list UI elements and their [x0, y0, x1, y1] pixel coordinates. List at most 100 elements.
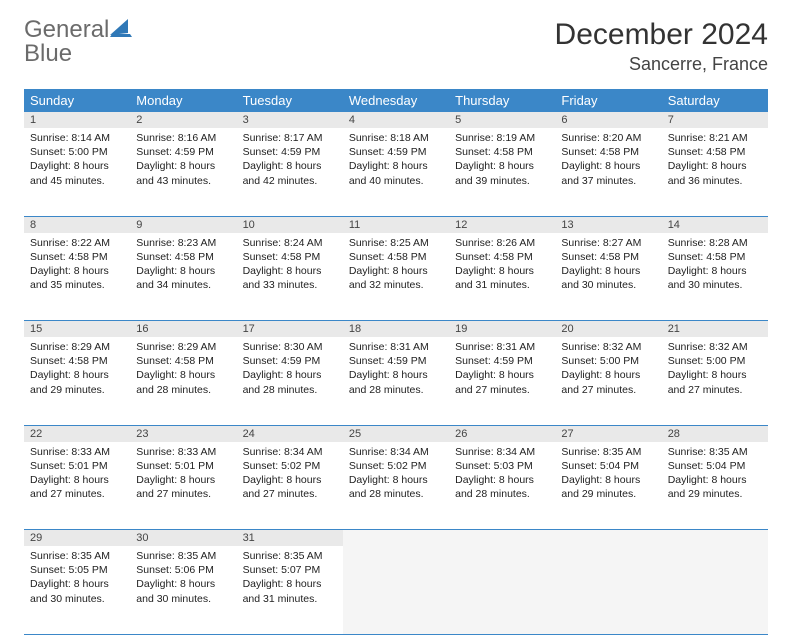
- day-content-row: Sunrise: 8:29 AMSunset: 4:58 PMDaylight:…: [24, 337, 768, 425]
- daylight-line: Daylight: 8 hours and 40 minutes.: [349, 159, 443, 187]
- sunset-line: Sunset: 4:58 PM: [243, 250, 337, 264]
- daylight-line: Daylight: 8 hours and 31 minutes.: [455, 264, 549, 292]
- sunset-line: Sunset: 4:58 PM: [561, 250, 655, 264]
- daylight-line: Daylight: 8 hours and 42 minutes.: [243, 159, 337, 187]
- day-number: 6: [555, 112, 661, 128]
- day-number: 14: [662, 216, 768, 233]
- sunset-line: Sunset: 4:58 PM: [30, 354, 124, 368]
- sunset-line: Sunset: 4:58 PM: [30, 250, 124, 264]
- day-cell: [343, 546, 449, 634]
- sunset-line: Sunset: 4:59 PM: [349, 145, 443, 159]
- sunset-line: Sunset: 4:58 PM: [668, 250, 762, 264]
- day-number: 23: [130, 425, 236, 442]
- day-content-row: Sunrise: 8:22 AMSunset: 4:58 PMDaylight:…: [24, 233, 768, 321]
- sunrise-line: Sunrise: 8:19 AM: [455, 131, 549, 145]
- weekday-header: Friday: [555, 89, 661, 112]
- day-number: 11: [343, 216, 449, 233]
- sunset-line: Sunset: 4:58 PM: [455, 145, 549, 159]
- daylight-line: Daylight: 8 hours and 29 minutes.: [30, 368, 124, 396]
- sunrise-line: Sunrise: 8:24 AM: [243, 236, 337, 250]
- day-cell: Sunrise: 8:27 AMSunset: 4:58 PMDaylight:…: [555, 233, 661, 321]
- day-number: 7: [662, 112, 768, 128]
- weekday-header: Wednesday: [343, 89, 449, 112]
- sunset-line: Sunset: 4:59 PM: [455, 354, 549, 368]
- day-cell: Sunrise: 8:35 AMSunset: 5:07 PMDaylight:…: [237, 546, 343, 634]
- sunrise-line: Sunrise: 8:23 AM: [136, 236, 230, 250]
- day-number-row: 15161718192021: [24, 321, 768, 338]
- day-number: 31: [237, 530, 343, 547]
- day-cell: Sunrise: 8:25 AMSunset: 4:58 PMDaylight:…: [343, 233, 449, 321]
- sunset-line: Sunset: 5:04 PM: [668, 459, 762, 473]
- sunrise-line: Sunrise: 8:35 AM: [668, 445, 762, 459]
- day-number: 21: [662, 321, 768, 338]
- daylight-line: Daylight: 8 hours and 32 minutes.: [349, 264, 443, 292]
- daylight-line: Daylight: 8 hours and 34 minutes.: [136, 264, 230, 292]
- daylight-line: Daylight: 8 hours and 36 minutes.: [668, 159, 762, 187]
- day-number: 28: [662, 425, 768, 442]
- day-number: 20: [555, 321, 661, 338]
- day-cell: Sunrise: 8:26 AMSunset: 4:58 PMDaylight:…: [449, 233, 555, 321]
- sunrise-line: Sunrise: 8:34 AM: [243, 445, 337, 459]
- day-number: 5: [449, 112, 555, 128]
- day-number: 30: [130, 530, 236, 547]
- day-number: [662, 530, 768, 547]
- sunrise-line: Sunrise: 8:30 AM: [243, 340, 337, 354]
- daylight-line: Daylight: 8 hours and 27 minutes.: [243, 473, 337, 501]
- weekday-header-row: SundayMondayTuesdayWednesdayThursdayFrid…: [24, 89, 768, 112]
- title-block: December 2024 Sancerre, France: [555, 18, 768, 75]
- sunrise-line: Sunrise: 8:27 AM: [561, 236, 655, 250]
- day-cell: Sunrise: 8:22 AMSunset: 4:58 PMDaylight:…: [24, 233, 130, 321]
- daylight-line: Daylight: 8 hours and 29 minutes.: [668, 473, 762, 501]
- day-number-row: 293031: [24, 530, 768, 547]
- day-number: 13: [555, 216, 661, 233]
- day-number: 8: [24, 216, 130, 233]
- day-number: 25: [343, 425, 449, 442]
- sunset-line: Sunset: 5:03 PM: [455, 459, 549, 473]
- sunrise-line: Sunrise: 8:31 AM: [349, 340, 443, 354]
- daylight-line: Daylight: 8 hours and 37 minutes.: [561, 159, 655, 187]
- sunrise-line: Sunrise: 8:32 AM: [668, 340, 762, 354]
- weekday-header: Monday: [130, 89, 236, 112]
- daylight-line: Daylight: 8 hours and 27 minutes.: [668, 368, 762, 396]
- day-cell: Sunrise: 8:34 AMSunset: 5:03 PMDaylight:…: [449, 442, 555, 530]
- sunset-line: Sunset: 4:58 PM: [668, 145, 762, 159]
- sunrise-line: Sunrise: 8:25 AM: [349, 236, 443, 250]
- sunset-line: Sunset: 5:07 PM: [243, 563, 337, 577]
- sunset-line: Sunset: 5:02 PM: [243, 459, 337, 473]
- day-number: 1: [24, 112, 130, 128]
- sunrise-line: Sunrise: 8:21 AM: [668, 131, 762, 145]
- sunrise-line: Sunrise: 8:34 AM: [349, 445, 443, 459]
- sunset-line: Sunset: 5:02 PM: [349, 459, 443, 473]
- day-number: 16: [130, 321, 236, 338]
- sunrise-line: Sunrise: 8:14 AM: [30, 131, 124, 145]
- day-cell: Sunrise: 8:35 AMSunset: 5:04 PMDaylight:…: [555, 442, 661, 530]
- logo-word-2: Blue: [24, 40, 72, 67]
- day-cell: Sunrise: 8:19 AMSunset: 4:58 PMDaylight:…: [449, 128, 555, 216]
- day-number-row: 891011121314: [24, 216, 768, 233]
- logo: General Blue: [24, 18, 132, 66]
- day-cell: Sunrise: 8:31 AMSunset: 4:59 PMDaylight:…: [449, 337, 555, 425]
- day-cell: Sunrise: 8:35 AMSunset: 5:04 PMDaylight:…: [662, 442, 768, 530]
- day-number: 29: [24, 530, 130, 547]
- day-cell: [449, 546, 555, 634]
- logo-text: General Blue: [24, 18, 132, 66]
- day-cell: Sunrise: 8:24 AMSunset: 4:58 PMDaylight:…: [237, 233, 343, 321]
- sunset-line: Sunset: 5:06 PM: [136, 563, 230, 577]
- day-cell: Sunrise: 8:20 AMSunset: 4:58 PMDaylight:…: [555, 128, 661, 216]
- day-cell: Sunrise: 8:35 AMSunset: 5:05 PMDaylight:…: [24, 546, 130, 634]
- day-number: 17: [237, 321, 343, 338]
- daylight-line: Daylight: 8 hours and 27 minutes.: [136, 473, 230, 501]
- sunrise-line: Sunrise: 8:18 AM: [349, 131, 443, 145]
- location: Sancerre, France: [555, 54, 768, 75]
- month-title: December 2024: [555, 18, 768, 52]
- sunset-line: Sunset: 4:59 PM: [243, 354, 337, 368]
- sunset-line: Sunset: 5:01 PM: [136, 459, 230, 473]
- day-number: 10: [237, 216, 343, 233]
- sunrise-line: Sunrise: 8:33 AM: [30, 445, 124, 459]
- sunset-line: Sunset: 4:59 PM: [136, 145, 230, 159]
- sunset-line: Sunset: 4:59 PM: [349, 354, 443, 368]
- daylight-line: Daylight: 8 hours and 28 minutes.: [455, 473, 549, 501]
- sunset-line: Sunset: 4:58 PM: [349, 250, 443, 264]
- day-cell: Sunrise: 8:14 AMSunset: 5:00 PMDaylight:…: [24, 128, 130, 216]
- day-number: 24: [237, 425, 343, 442]
